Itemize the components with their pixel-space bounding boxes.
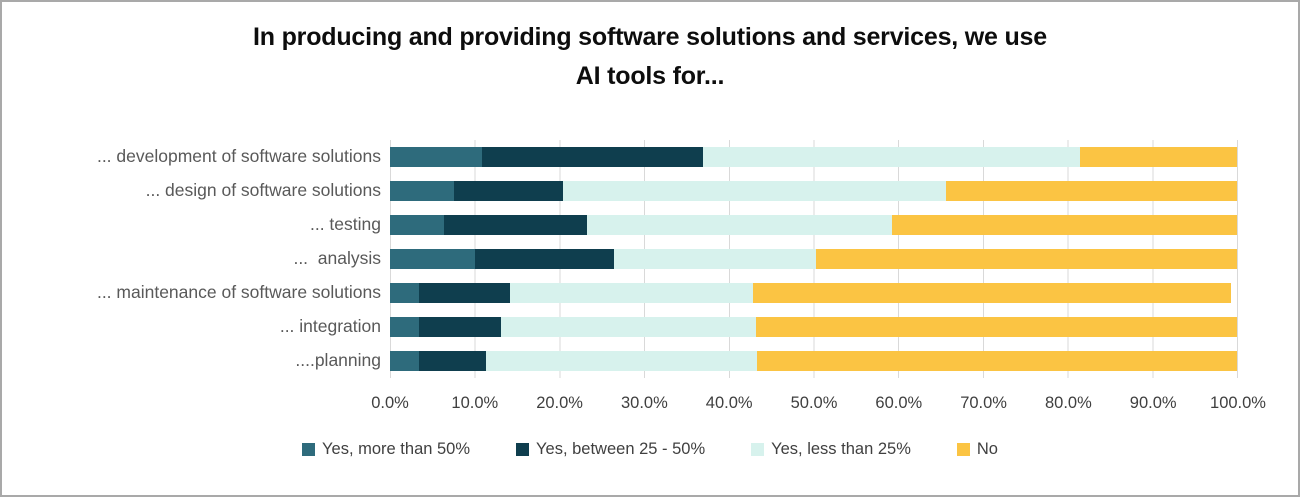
x-axis-tick-label: 100.0% (1210, 393, 1266, 412)
bar-segment (485, 350, 757, 371)
bar-segment (816, 248, 1237, 269)
legend-item: Yes, more than 50% (302, 440, 470, 459)
bar-track (390, 344, 1237, 378)
stacked-bar (390, 282, 1237, 303)
bar-segment (756, 350, 1237, 371)
category-label: ... integration (279, 316, 381, 336)
category-label: ... testing (309, 214, 381, 234)
x-axis-tick-label: 10.0% (451, 393, 499, 412)
x-axis-tick-label: 30.0% (620, 393, 668, 412)
category-label: ... maintenance of software solutions (96, 282, 381, 302)
x-axis: 0.0% 10.0% 20.0% 30.0% 40.0% 50.0% 60.0% 70.0% 8… (371, 378, 1266, 428)
bar-segment (418, 316, 501, 337)
bar-segment (390, 248, 475, 269)
category-labels: ... development of software solutions...… (2, 140, 390, 378)
bar-segment (703, 146, 1081, 167)
stacked-bar (390, 350, 1237, 371)
chart-title: In producing and providing software solu… (2, 2, 1298, 96)
bar-segment (453, 180, 563, 201)
stacked-bar-chart: ... development of software solutions...… (2, 139, 1298, 378)
legend: Yes, more than 50% Yes, between 25 - 50% Y… (2, 440, 1298, 459)
x-axis-tick-label: 20.0% (536, 393, 583, 412)
bar-track (390, 310, 1237, 344)
bar-segment (562, 180, 946, 201)
bar-segment (390, 316, 419, 337)
plot-area (390, 139, 1238, 378)
bar-segment (500, 316, 756, 337)
legend-swatch-icon (516, 442, 530, 456)
bar-segment (390, 282, 419, 303)
bar-track (390, 208, 1237, 242)
bar-track (390, 242, 1237, 276)
chart-title-line1: In producing and providing software solu… (253, 23, 1047, 51)
bar-segment (587, 214, 893, 235)
bar-segment (390, 350, 419, 371)
bar-segment (390, 146, 483, 167)
x-axis-tick-label: 60.0% (875, 393, 923, 412)
bar-segment (418, 282, 511, 303)
bar-segment (614, 248, 817, 269)
category-label: ....planning (295, 350, 381, 370)
bar-segment (390, 214, 445, 235)
bar-segment (892, 214, 1237, 235)
category-label: ... design of software solutions (145, 180, 381, 200)
stacked-bar (390, 248, 1237, 269)
stacked-bar (390, 180, 1237, 201)
stacked-bar (390, 316, 1237, 337)
legend-label: No (976, 439, 998, 458)
legend-label: Yes, between 25 - 50% (536, 439, 706, 458)
stacked-bar (390, 214, 1237, 235)
category-label: ... analysis (293, 248, 381, 268)
x-axis-tick-label: 40.0% (705, 393, 753, 412)
x-axis-tick-label: 90.0% (1129, 393, 1177, 412)
x-axis-tick-label: 50.0% (790, 393, 838, 412)
bar-track (390, 174, 1237, 208)
legend-item: Yes, less than 25% (751, 440, 911, 459)
bar-segment (1080, 146, 1237, 167)
legend-swatch-icon (751, 442, 765, 456)
legend-label: Yes, less than 25% (771, 439, 911, 458)
bar-segment (510, 282, 753, 303)
x-axis-tick-label: 0.0% (371, 393, 409, 412)
legend-label: Yes, more than 50% (322, 439, 471, 458)
bar-segment (482, 146, 704, 167)
x-axis-tick-label: 70.0% (960, 393, 1007, 412)
legend-item: No (956, 439, 998, 459)
stacked-bar (390, 146, 1237, 167)
category-label: ... development of software solutions (96, 146, 381, 166)
x-axis-tick-label: 80.0% (1044, 393, 1092, 412)
bar-segment (444, 214, 588, 235)
chart-title-line2: AI tools for... (575, 61, 725, 90)
bar-track (390, 276, 1237, 310)
bar-segment (755, 316, 1237, 337)
bar-track (390, 140, 1237, 174)
bar-segment (474, 248, 615, 269)
legend-item: Yes, between 25 - 50% (516, 440, 705, 459)
bar-segment (752, 282, 1232, 303)
bar-segment (945, 180, 1237, 201)
bar-segment (390, 180, 454, 201)
legend-swatch-icon (956, 442, 970, 456)
bar-segment (418, 350, 486, 371)
legend-swatch-icon (302, 442, 316, 456)
